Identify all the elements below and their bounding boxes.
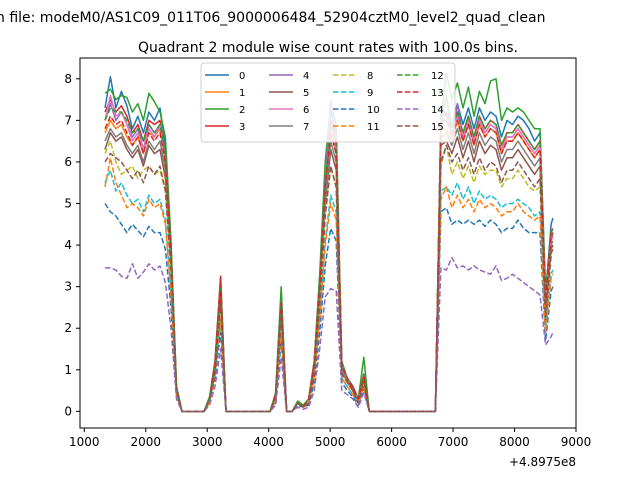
x-tick-label: 2000 xyxy=(130,435,161,449)
legend-label: 7 xyxy=(303,122,309,133)
series-line-14 xyxy=(105,256,554,413)
x-tick-label: 5000 xyxy=(315,435,346,449)
legend-label: 4 xyxy=(303,71,309,82)
y-tick-label: 0 xyxy=(64,404,72,418)
y-tick-label: 1 xyxy=(64,363,72,377)
legend-label: 13 xyxy=(431,88,444,99)
y-tick-label: 7 xyxy=(64,113,72,127)
legend-label: 12 xyxy=(431,71,444,82)
y-tick-label: 3 xyxy=(64,280,72,294)
x-tick-label: 4000 xyxy=(253,435,284,449)
plot-frame xyxy=(79,57,577,429)
chart-title: Quadrant 2 module wise count rates with … xyxy=(138,40,518,56)
series-line-8 xyxy=(104,140,554,413)
x-offset-label: +4.8975e8 xyxy=(509,455,576,469)
series-line-15 xyxy=(104,144,554,413)
x-tick-label: 8000 xyxy=(499,435,530,449)
legend-label: 9 xyxy=(367,88,373,99)
y-tick-label: 4 xyxy=(64,238,72,252)
legend-label: 2 xyxy=(239,105,245,116)
figure-suptitle: n file: modeM0/AS1C09_011T06_9000006484_… xyxy=(0,10,545,26)
legend-label: 8 xyxy=(367,71,373,82)
legend-label: 0 xyxy=(239,71,245,82)
legend-label: 3 xyxy=(239,122,245,133)
x-tick-label: 1000 xyxy=(69,435,100,449)
y-tick-label: 5 xyxy=(64,197,72,211)
x-tick-label: 6000 xyxy=(376,435,407,449)
axis-ticks: 1000 2000 3000 4000 5000 6000 7000 8000 90000123… xyxy=(64,72,591,449)
legend-label: 14 xyxy=(431,105,444,116)
legend-label: 6 xyxy=(303,105,309,116)
x-tick-label: 9000 xyxy=(561,435,592,449)
legend-label: 10 xyxy=(367,105,380,116)
x-tick-label: 7000 xyxy=(438,435,469,449)
legend-label: 5 xyxy=(303,88,309,99)
y-tick-label: 8 xyxy=(64,72,72,86)
y-tick-label: 6 xyxy=(64,155,72,169)
legend-label: 15 xyxy=(431,122,444,133)
x-tick-label: 3000 xyxy=(192,435,223,449)
legend-frame xyxy=(200,62,456,143)
legend-label: 11 xyxy=(367,122,380,133)
legend-label: 1 xyxy=(239,88,245,99)
y-tick-label: 2 xyxy=(64,321,72,335)
